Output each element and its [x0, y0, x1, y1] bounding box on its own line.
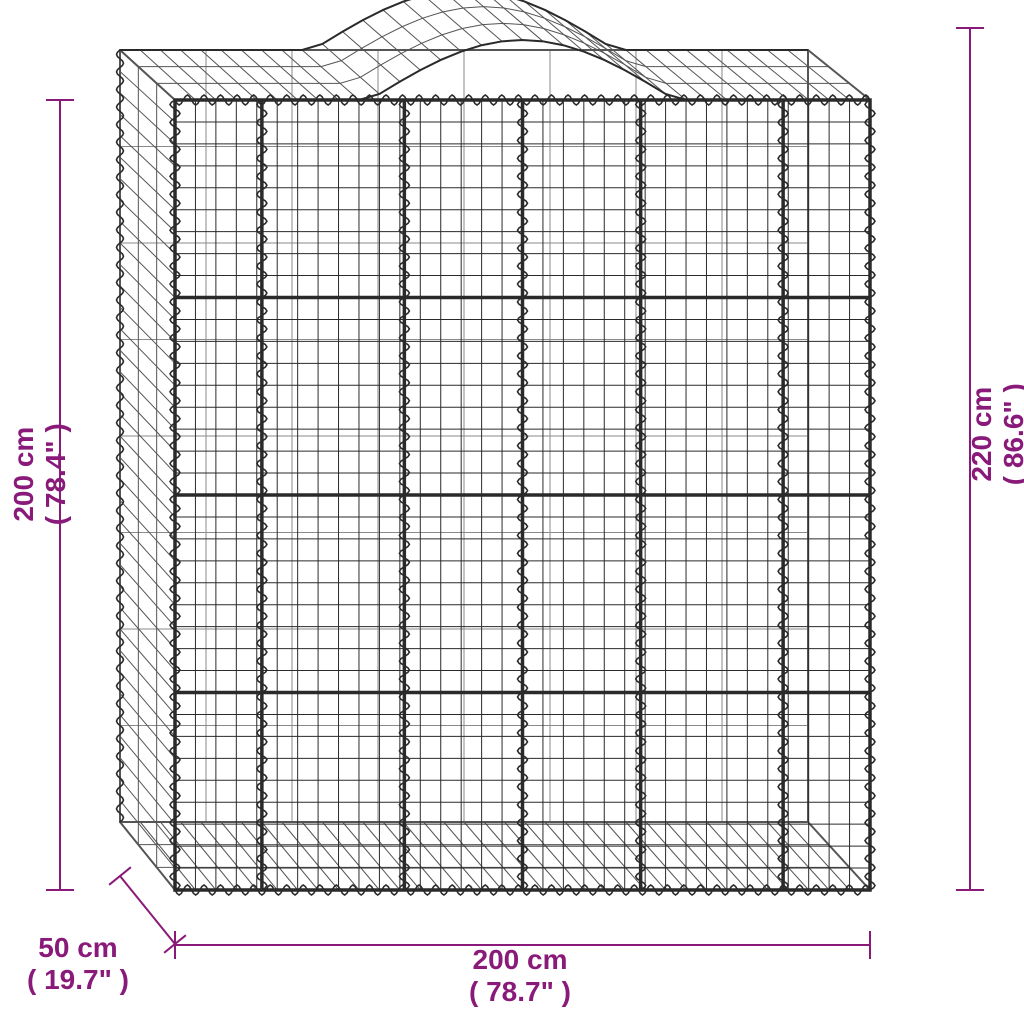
- depth-label: 50 cm( 19.7" ): [0, 932, 198, 996]
- height-right-label: 220 cm( 86.6" ): [966, 314, 1024, 554]
- gabion-basket-drawing: [0, 0, 1024, 1024]
- width-label: 200 cm( 78.7" ): [400, 944, 640, 1008]
- height-left-label: 200 cm( 78.4" ): [8, 354, 72, 594]
- product-dimension-diagram: 200 cm( 78.4" ) 220 cm( 86.6" ) 200 cm( …: [0, 0, 1024, 1024]
